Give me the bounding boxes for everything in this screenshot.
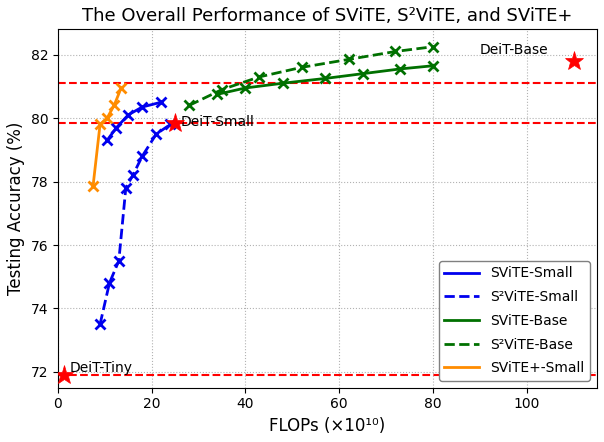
Y-axis label: Testing Accuracy (%): Testing Accuracy (%) <box>7 122 25 295</box>
Title: The Overall Performance of SViTE, S²ViTE, and SViTE+: The Overall Performance of SViTE, S²ViTE… <box>82 7 573 25</box>
Legend: SViTE-Small, S²ViTE-Small, SViTE-Base, S²ViTE-Base, SViTE+-Small: SViTE-Small, S²ViTE-Small, SViTE-Base, S… <box>439 261 590 381</box>
Text: DeiT-Tiny: DeiT-Tiny <box>69 361 132 375</box>
Text: DeiT-Base: DeiT-Base <box>479 43 548 57</box>
Text: DeiT-Small: DeiT-Small <box>181 114 254 129</box>
X-axis label: FLOPs (×10¹⁰): FLOPs (×10¹⁰) <box>269 417 385 435</box>
